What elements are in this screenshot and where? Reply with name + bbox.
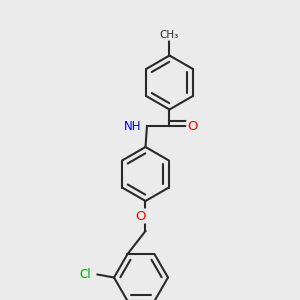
Text: NH: NH (124, 119, 142, 133)
Text: O: O (187, 119, 198, 133)
Text: O: O (135, 209, 145, 223)
Text: Cl: Cl (79, 268, 91, 281)
Text: CH₃: CH₃ (160, 30, 179, 40)
